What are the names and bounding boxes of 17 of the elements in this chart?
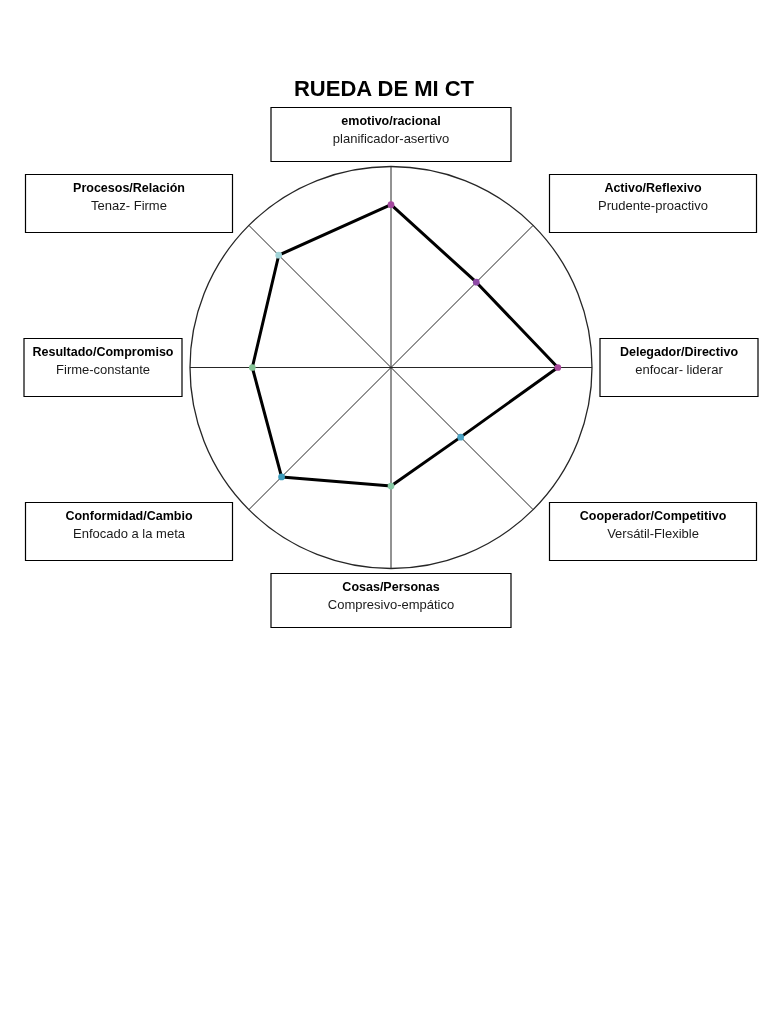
- text: Firme-constante: [56, 361, 150, 377]
- spoke-label: Activo/Reflexivo: [604, 180, 702, 195]
- text: Prudente-proactivo: [598, 197, 708, 213]
- spoke-label: Cooperador/Competitivo: [579, 508, 727, 523]
- text: planificador-asertivo: [332, 130, 450, 146]
- spoke-label: Procesos/Relación: [73, 180, 185, 195]
- text: Enfocado a la meta: [72, 525, 186, 541]
- chart-title: RUEDA DE MI CT: [293, 75, 475, 101]
- text: enfocar- liderar: [635, 361, 724, 377]
- text: Tenaz- Firme: [91, 197, 167, 213]
- spoke-label: Delegador/Directivo: [619, 344, 739, 359]
- spoke-label: Conformidad/Cambio: [65, 508, 193, 523]
- text: Versátil-Flexible: [607, 525, 699, 541]
- spoke-label: emotivo/racional: [341, 113, 441, 128]
- text: Compresivo-empático: [327, 596, 455, 612]
- spoke-label: Cosas/Personas: [342, 579, 440, 594]
- spoke-label: Resultado/Compromiso: [32, 344, 174, 359]
